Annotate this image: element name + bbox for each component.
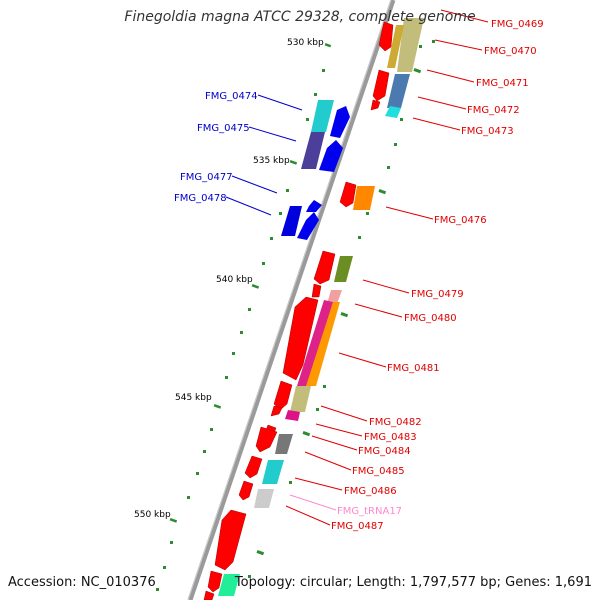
reverse-genes xyxy=(281,100,350,240)
gene-arrow xyxy=(370,99,381,111)
gene-arrow xyxy=(203,590,215,600)
kbp-label-535: 535 kbp xyxy=(253,156,290,166)
genome-backbone xyxy=(187,0,396,600)
gene-label: FMG_0485 xyxy=(352,466,405,477)
gene-label: FMG_0471 xyxy=(476,78,529,89)
kbp-label-545: 545 kbp xyxy=(175,393,212,403)
gene-label: FMG_0470 xyxy=(484,46,537,57)
tick-marks xyxy=(156,40,435,591)
gene-label: FMG_0486 xyxy=(344,486,397,497)
gene-label: FMG_0484 xyxy=(358,446,411,457)
gene-arrow xyxy=(339,181,357,208)
gene-arrow xyxy=(270,405,283,417)
gene-arrow xyxy=(372,69,390,102)
gene-arrow xyxy=(238,480,254,501)
accession-text: Accession: NC_010376 xyxy=(8,575,156,590)
kbp-label-530: 530 kbp xyxy=(287,38,324,48)
kbp-label-550: 550 kbp xyxy=(134,510,171,520)
gene-label: FMG_0487 xyxy=(331,521,384,532)
gene-arrow xyxy=(207,570,223,593)
gene-label: FMG_0475 xyxy=(197,123,250,134)
gene-arrow xyxy=(378,21,394,52)
gene-arrow xyxy=(273,380,293,411)
genome-title: Finegoldia magna ATCC 29328, complete ge… xyxy=(124,9,476,25)
kbp-label-540: 540 kbp xyxy=(216,275,253,285)
gene-arrow xyxy=(311,283,322,298)
gene-label: FMG_tRNA17 xyxy=(337,506,402,517)
colored-features xyxy=(218,18,424,596)
forward-genes xyxy=(203,21,394,600)
gene-label: FMG_0477 xyxy=(180,172,233,183)
gene-label: FMG_0480 xyxy=(404,313,457,324)
gene-label: FMG_0478 xyxy=(174,193,227,204)
gene-arrow xyxy=(313,250,336,285)
leader-lines xyxy=(225,9,489,526)
gene-label: FMG_0473 xyxy=(461,126,514,137)
gene-arrow xyxy=(282,296,319,381)
gene-label: FMG_0482 xyxy=(369,417,422,428)
topology-text: Topology: circular; Length: 1,797,577 bp… xyxy=(234,575,592,590)
gene-label: FMG_0472 xyxy=(467,105,520,116)
gene-arrow xyxy=(244,455,263,479)
gene-label: FMG_0479 xyxy=(411,289,464,300)
gene-label: FMG_0469 xyxy=(491,19,544,30)
gene-arrow xyxy=(255,426,278,453)
gene-label: FMG_0481 xyxy=(387,363,440,374)
gene-label: FMG_0483 xyxy=(364,432,417,443)
gene-label: FMG_0476 xyxy=(434,215,487,226)
gene-arrow xyxy=(214,509,247,571)
gene-label: FMG_0474 xyxy=(205,91,258,102)
